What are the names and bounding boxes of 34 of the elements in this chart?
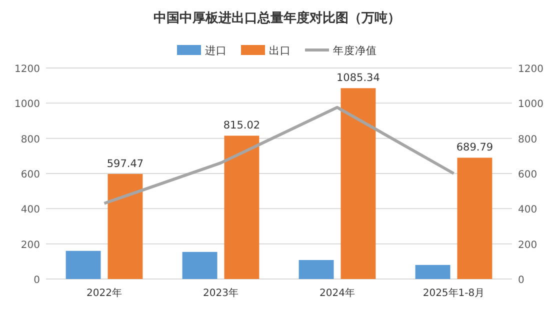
x-tick-label: 2023年 xyxy=(203,287,238,299)
data-label: 597.47 xyxy=(106,158,144,170)
y2-tick-label: 200 xyxy=(518,240,538,251)
x-tick-label: 2024年 xyxy=(320,287,355,299)
data-label: 815.02 xyxy=(223,120,260,132)
bar xyxy=(298,260,334,279)
y-tick-label: 600 xyxy=(20,170,40,180)
legend-label: 年度净值 xyxy=(333,44,377,57)
bar xyxy=(415,264,450,279)
legend-label: 进口 xyxy=(205,44,227,57)
x-tick-label: 2025年1-8月 xyxy=(422,287,485,299)
bar xyxy=(340,88,376,279)
y-tick-label: 0 xyxy=(34,275,40,286)
bar xyxy=(66,250,101,279)
data-label: 1085.34 xyxy=(336,72,380,84)
bar xyxy=(182,252,218,279)
y-tick-label: 400 xyxy=(20,204,40,216)
bar xyxy=(224,136,260,279)
y-tick-label: 800 xyxy=(20,134,40,146)
y2-tick-label: 1000 xyxy=(518,99,544,110)
bar xyxy=(108,174,143,279)
bar xyxy=(457,158,492,279)
x-tick-label: 2022年 xyxy=(86,287,122,299)
y2-tick-label: 0 xyxy=(518,275,524,286)
data-label: 689.79 xyxy=(456,142,494,154)
y2-tick-label: 400 xyxy=(518,204,538,216)
y2-tick-label: 1200 xyxy=(518,64,544,75)
y-tick-label: 1000 xyxy=(14,99,40,110)
y2-tick-label: 600 xyxy=(518,170,538,180)
legend-label: 出口 xyxy=(269,44,291,57)
chart-title: 中国中厚板进出口总量年度对比图（万吨） xyxy=(154,10,400,26)
y2-tick-label: 800 xyxy=(518,134,538,146)
y-tick-label: 200 xyxy=(20,240,40,251)
y-tick-label: 1200 xyxy=(14,64,40,75)
